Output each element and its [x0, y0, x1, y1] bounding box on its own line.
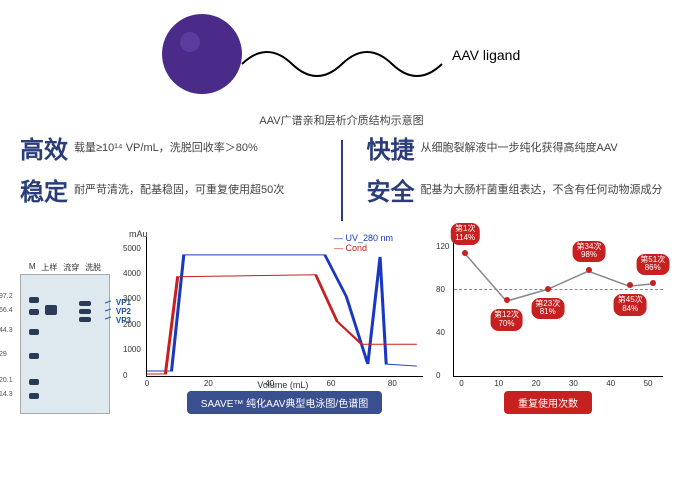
reuse-point-label: 第34次98%	[573, 241, 606, 263]
reuse-panel: 0408012001020304050第1次114%第12次70%第23次81%…	[433, 237, 663, 414]
reuse-point	[650, 280, 656, 286]
features-right: 快捷从细胞裂解液中一步纯化获得高纯度AAV 安全配基为大肠杆菌重组表达，不含有任何…	[367, 138, 664, 223]
reuse-point-label: 第1次114%	[451, 223, 479, 245]
charts-row: M上样流穿洗脱 VP1 VP2 VP3 97.266.444.32920.114…	[20, 237, 663, 414]
chrom-legend: — UV_280 nm — Cond	[334, 233, 393, 253]
feature-title: 高效	[20, 138, 68, 164]
diagram-caption: AAV广谱亲和层析介质结构示意图	[20, 112, 663, 128]
feature-item: 稳定耐严苛清洗，配基稳固，可重复使用超50次	[20, 180, 317, 206]
chrom-ylabel: mAu	[129, 229, 148, 239]
reuse-footer-pill: 重复使用次数	[504, 391, 592, 414]
ligand-label: AAV ligand	[452, 47, 520, 63]
feature-title: 安全	[367, 180, 415, 206]
reuse-point	[462, 250, 468, 256]
reuse-point-label: 第45次84%	[614, 294, 647, 316]
features-left: 高效载量≥10¹⁴ VP/mL，洗脱回收率＞80% 稳定耐严苛清洗，配基稳固，可重…	[20, 138, 317, 223]
reuse-point	[545, 286, 551, 292]
feature-item: 高效载量≥10¹⁴ VP/mL，洗脱回收率＞80%	[20, 138, 317, 164]
gel-lane-labels: M上样流穿洗脱	[20, 262, 110, 274]
feature-desc: 耐严苛清洗，配基稳固，可重复使用超50次	[74, 180, 284, 198]
feature-desc: 配基为大肠杆菌重组表达，不含有任何动物源成分	[421, 180, 663, 198]
reuse-point	[586, 267, 592, 273]
feature-desc: 从细胞裂解液中一步纯化获得高纯度AAV	[421, 138, 618, 156]
reuse-point-label: 第51次86%	[636, 254, 669, 276]
feature-item: 快捷从细胞裂解液中一步纯化获得高纯度AAV	[367, 138, 664, 164]
reuse-point-label: 第23次81%	[531, 298, 564, 320]
feature-desc: 载量≥10¹⁴ VP/mL，洗脱回收率＞80%	[74, 138, 258, 156]
feature-title: 快捷	[367, 138, 415, 164]
structure-diagram: AAV ligand	[20, 8, 663, 108]
reuse-plot: 0408012001020304050第1次114%第12次70%第23次81%…	[453, 237, 663, 377]
chrom-svg	[147, 237, 423, 376]
bead-ligand-svg: AAV ligand	[112, 10, 572, 106]
reuse-point	[627, 282, 633, 288]
chrom-footer-pill: SAAVE™ 纯化AAV典型电泳图/色谱图	[187, 391, 382, 414]
feature-title: 稳定	[20, 180, 68, 206]
gel-image: VP1 VP2 VP3 97.266.444.32920.114.3	[20, 274, 110, 414]
reuse-point-label: 第12次70%	[490, 309, 523, 331]
vertical-divider	[341, 140, 343, 221]
reuse-point	[504, 297, 510, 303]
gel-panel: M上样流穿洗脱 VP1 VP2 VP3 97.266.444.32920.114…	[20, 262, 110, 414]
features-grid: 高效载量≥10¹⁴ VP/mL，洗脱回收率＞80% 稳定耐严苛清洗，配基稳固，可重…	[20, 138, 663, 223]
chromatogram-plot: — UV_280 nm — Cond mAu Volume (mL) 01000…	[146, 237, 423, 377]
chromatogram-panel: — UV_280 nm — Cond mAu Volume (mL) 01000…	[120, 237, 423, 414]
legend-uv: UV_280 nm	[345, 233, 393, 243]
legend-cond: Cond	[345, 243, 367, 253]
feature-item: 安全配基为大肠杆菌重组表达，不含有任何动物源成分	[367, 180, 664, 206]
